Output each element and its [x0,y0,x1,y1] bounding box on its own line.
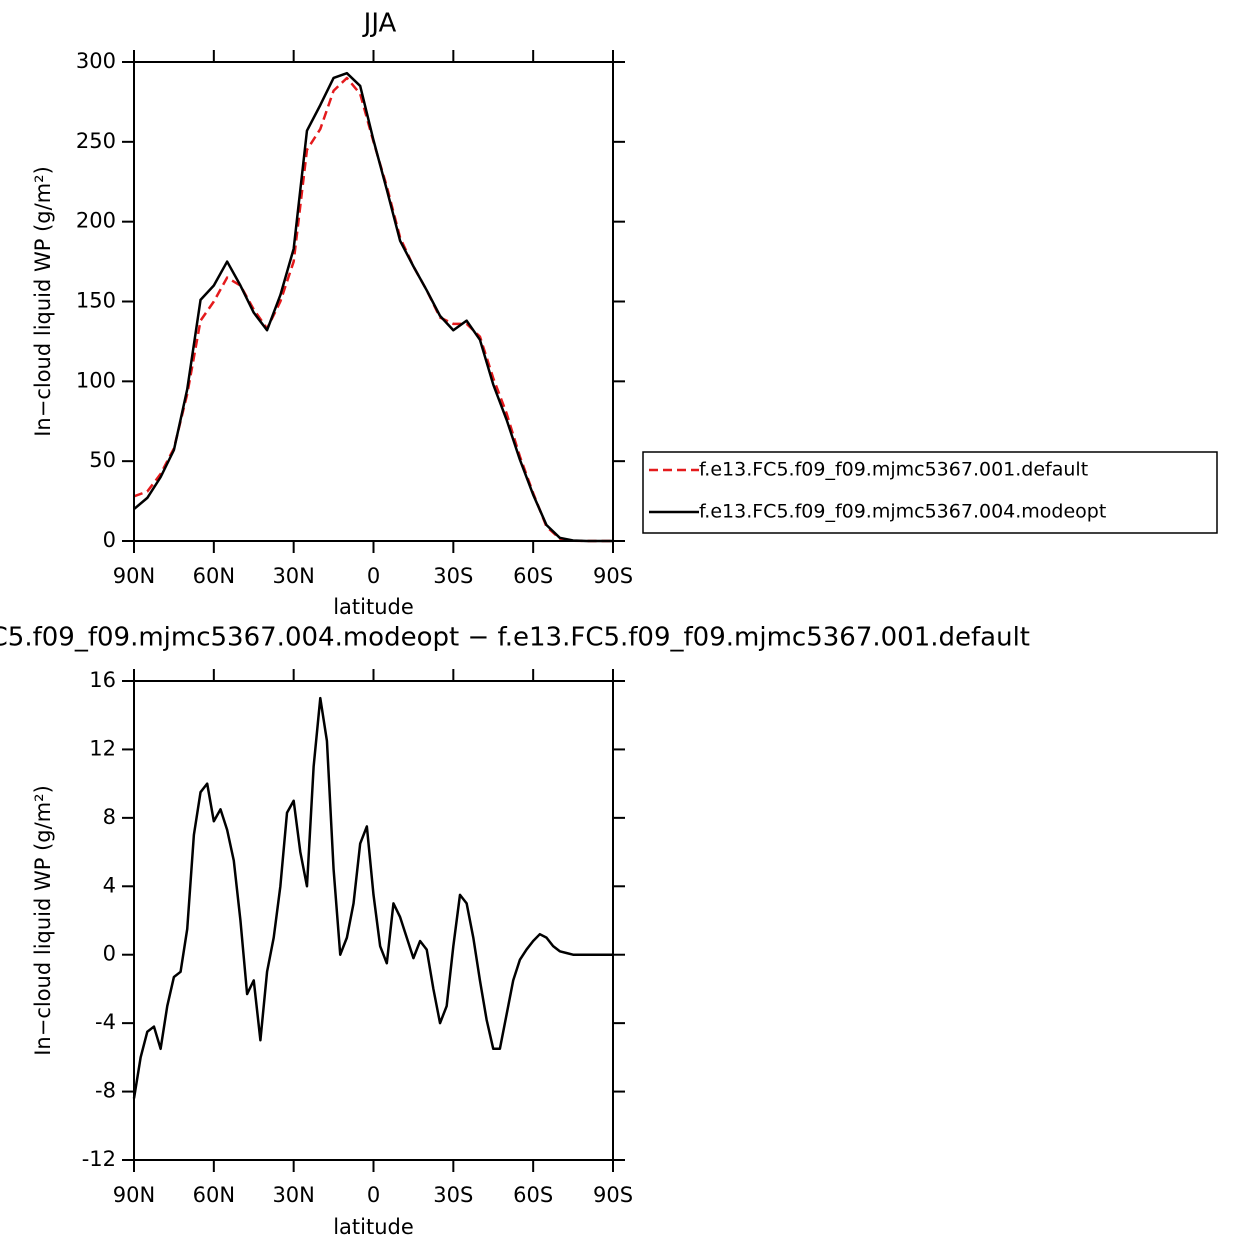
y-axis-label: In−cloud liquid WP (g/m²) [31,166,55,437]
x-tick-label: 0 [367,564,380,588]
plot-frame [133,680,614,1161]
x-tick-label: 60S [513,1183,553,1207]
y-tick-label: -12 [82,1147,116,1171]
y-tick-label: -4 [95,1010,116,1034]
y-tick-label: 4 [103,873,116,897]
y-tick-label: 250 [76,129,116,153]
data-line [133,71,613,543]
x-tick-label: 60S [513,564,553,588]
y-tick-label: -8 [95,1079,116,1103]
y-tick-label: 8 [103,805,116,829]
y-tick-label: 50 [89,448,116,472]
y-tick-label: 16 [89,668,116,692]
y-tick-label: 300 [76,49,116,73]
plot-frame [133,61,614,542]
x-tick-label: 60N [193,564,235,588]
x-axis-label: latitude [333,595,414,619]
chart-title: JJA [362,9,397,39]
x-tick-label: 90S [593,564,633,588]
y-axis-label: In−cloud liquid WP (g/m²) [31,785,55,1056]
y-tick-label: 150 [76,289,116,313]
x-tick-label: 30S [433,564,473,588]
x-tick-label: 90N [113,564,155,588]
legend-label: f.e13.FC5.f09_f09.mjmc5367.001.default [699,459,1088,481]
x-tick-label: 30N [272,1183,314,1207]
x-tick-label: 90N [113,1183,155,1207]
y-tick-label: 100 [76,368,116,392]
x-tick-label: 30N [272,564,314,588]
x-tick-label: 90S [593,1183,633,1207]
legend-label: f.e13.FC5.f09_f09.mjmc5367.004.modeopt [699,501,1106,523]
x-tick-label: 0 [367,1183,380,1207]
legend-box [642,451,1218,534]
x-tick-label: 30S [433,1183,473,1207]
y-tick-label: 0 [103,528,116,552]
chart-title: f.e13.FC5.f09_f09.mjmc5367.004.modeopt −… [0,623,1030,653]
data-line [133,76,613,543]
y-tick-label: 200 [76,209,116,233]
y-tick-label: 12 [89,736,116,760]
y-tick-label: 0 [103,942,116,966]
data-line [132,696,613,1099]
x-tick-label: 60N [193,1183,235,1207]
x-axis-label: latitude [333,1215,414,1239]
